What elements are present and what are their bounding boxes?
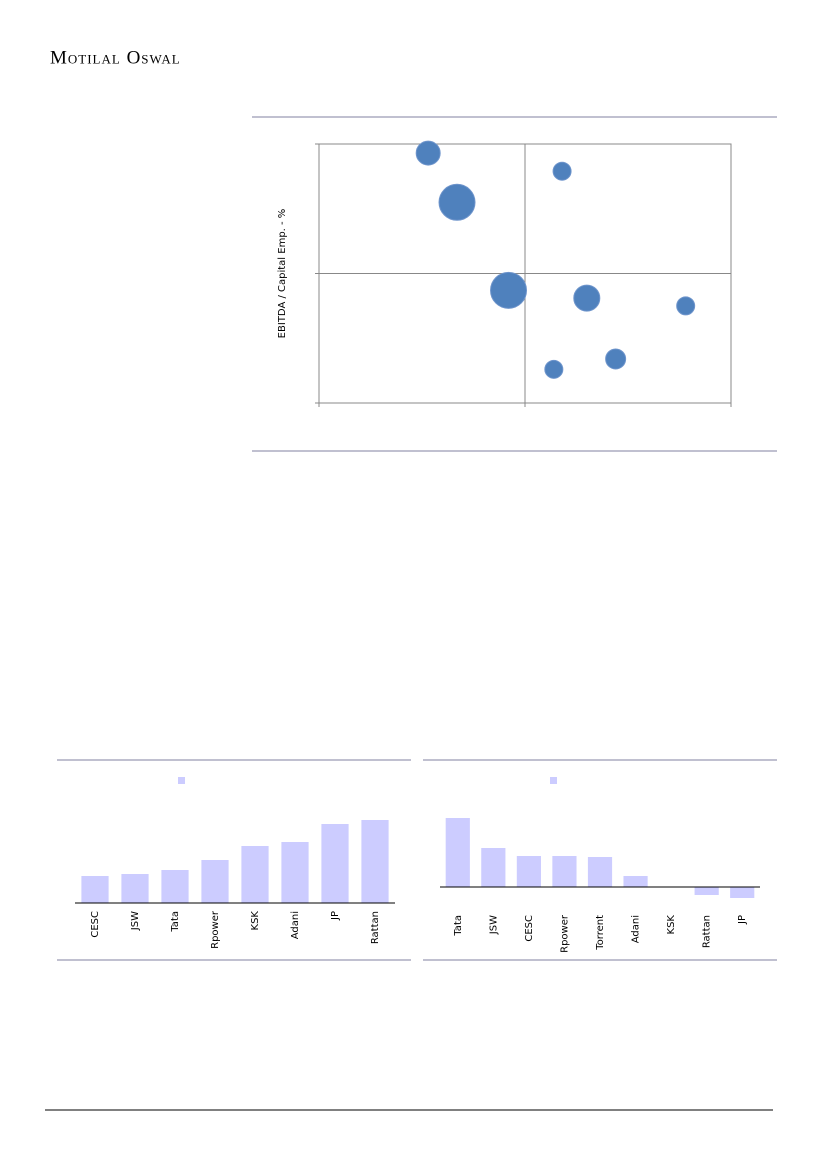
- y-axis-label: EBITDA / Capital Emp. - %: [277, 209, 288, 339]
- bar: [361, 820, 389, 903]
- x-tick-label: JP: [737, 915, 748, 925]
- bar: [161, 870, 189, 903]
- x-tick-label: Rpower: [559, 914, 570, 953]
- x-tick-label: Rpower: [210, 910, 221, 949]
- bar: [201, 860, 229, 903]
- bar: [552, 856, 577, 887]
- x-tick-label: JSW: [488, 915, 499, 935]
- bubble: [573, 284, 601, 312]
- x-tick-label: KSK: [666, 915, 677, 935]
- bubble: [676, 296, 696, 316]
- bar: [121, 874, 149, 903]
- bar: [587, 857, 613, 887]
- x-tick-label: Torrent: [595, 915, 606, 951]
- bar: [445, 818, 470, 887]
- brand: Motilal Oswal: [50, 47, 181, 68]
- x-tick-label: CESC: [90, 911, 101, 938]
- x-tick-label: KSK: [250, 911, 261, 931]
- bar: [81, 876, 109, 903]
- bubble: [438, 183, 476, 221]
- bar: [516, 856, 541, 887]
- x-tick-label: Adani: [290, 911, 301, 939]
- bubble: [552, 161, 572, 181]
- bubble: [415, 140, 441, 166]
- bar: [694, 887, 719, 895]
- x-tick-label: Tata: [170, 911, 181, 933]
- bubble: [605, 348, 627, 370]
- x-tick-label: Rattan: [370, 911, 381, 944]
- bar: [241, 846, 269, 903]
- x-tick-label: CESC: [524, 915, 535, 942]
- bubble: [490, 271, 528, 309]
- bar: [730, 887, 755, 898]
- x-tick-label: JSW: [130, 911, 141, 931]
- x-tick-label: Adani: [631, 915, 642, 943]
- x-tick-label: Tata: [453, 915, 464, 937]
- x-tick-label: Rattan: [702, 915, 713, 948]
- bar: [321, 824, 349, 903]
- bubble: [544, 359, 564, 379]
- legend-swatch: [550, 777, 557, 784]
- bar: [281, 842, 309, 903]
- bar: [481, 848, 506, 887]
- legend-swatch: [178, 777, 185, 784]
- x-tick-label: JP: [330, 911, 341, 921]
- bar: [623, 876, 648, 887]
